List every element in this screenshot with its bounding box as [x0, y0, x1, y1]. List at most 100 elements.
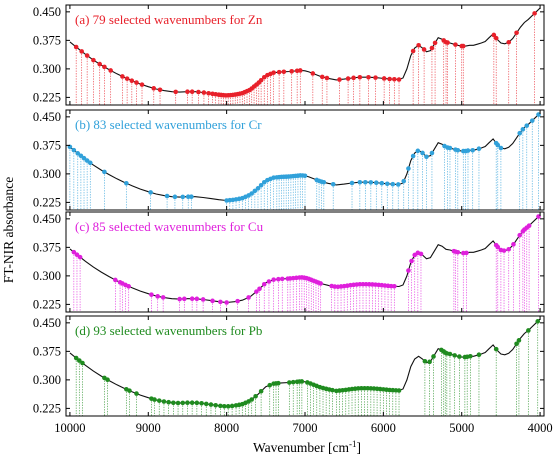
selected-point: [189, 400, 195, 405]
panel-title: (b) 83 selected wavenumbers for Cr: [75, 117, 262, 132]
selected-point: [511, 242, 516, 247]
selected-point: [379, 180, 385, 186]
panel-1: 0.225 0.300 0.375 0.450 (b) 83 selected wave…: [33, 109, 545, 211]
selected-point: [252, 188, 258, 194]
panel-2: 0.225 0.300 0.375 0.450 (c) 85 selected wave…: [33, 211, 545, 313]
x-axis-title-unit-exponent: -1: [349, 439, 357, 449]
selected-point: [276, 69, 282, 75]
selected-point: [392, 76, 397, 82]
panel-title: (a) 79 selected wavenumbers for Zn: [75, 12, 263, 27]
selected-point: [415, 148, 421, 154]
selected-point: [255, 186, 261, 191]
selected-point: [208, 402, 214, 407]
selected-point: [384, 181, 390, 187]
selected-point: [108, 68, 113, 73]
selected-point: [229, 403, 235, 409]
panel-3: 0.225 0.300 0.375 0.450 (d) 93 selected wave…: [33, 315, 545, 417]
y-tick-label: 0.300: [33, 62, 61, 76]
selected-point: [194, 400, 200, 406]
selected-point: [124, 181, 129, 186]
y-tick-label: 0.450: [33, 110, 61, 124]
selected-point: [421, 47, 427, 52]
selected-point: [203, 401, 209, 407]
selected-point: [290, 379, 296, 385]
selected-point: [180, 400, 186, 406]
selected-point: [396, 77, 402, 82]
selected-point: [253, 393, 258, 399]
panel-title: (c) 85 selected wavenumbers for Cu: [75, 219, 264, 234]
selected-point: [185, 400, 190, 405]
selected-point: [468, 354, 473, 359]
selected-point: [134, 391, 139, 396]
selected-point: [501, 248, 507, 253]
selected-point: [289, 69, 294, 74]
y-tick-label: 0.375: [33, 138, 61, 152]
selected-point: [221, 403, 227, 409]
selected-point: [491, 32, 497, 38]
selected-point: [171, 400, 176, 406]
x-tick-label: 9000: [136, 421, 161, 435]
selected-point: [345, 76, 351, 81]
selected-point: [493, 346, 499, 352]
selected-point: [77, 254, 83, 260]
selected-point: [447, 351, 453, 357]
selected-point: [381, 76, 387, 81]
x-tick-label: 10000: [54, 421, 85, 435]
selected-point: [524, 123, 530, 128]
selected-point: [457, 354, 462, 359]
selected-point: [409, 258, 414, 264]
selected-point: [79, 49, 84, 54]
selected-point: [156, 398, 162, 403]
selected-point: [71, 249, 77, 255]
x-tick-label: 4000: [528, 421, 553, 435]
selected-point: [257, 286, 262, 292]
selected-point: [276, 380, 281, 386]
selected-point: [529, 118, 535, 123]
selected-point: [271, 70, 276, 75]
selected-point: [526, 328, 531, 333]
selected-point: [164, 193, 170, 199]
selected-point: [200, 297, 206, 302]
selected-point: [390, 181, 396, 187]
y-tick-label: 0.225: [33, 401, 61, 415]
selected-point: [185, 89, 190, 94]
selected-point: [134, 80, 139, 85]
selected-point: [287, 380, 292, 385]
y-tick-label: 0.375: [33, 344, 61, 358]
selected-point: [330, 387, 335, 393]
selected-point: [97, 61, 102, 67]
selected-point: [261, 281, 267, 287]
selected-point: [357, 179, 363, 185]
selected-point: [105, 377, 110, 383]
selected-point: [470, 148, 475, 153]
selected-point: [498, 145, 504, 151]
selected-point: [225, 404, 231, 409]
selected-point: [267, 382, 273, 388]
selected-point: [455, 148, 461, 153]
selected-point: [218, 299, 223, 305]
selected-point: [201, 90, 207, 95]
selected-point: [102, 169, 107, 175]
selected-point: [206, 90, 211, 96]
selected-point: [148, 190, 153, 195]
selected-point: [258, 388, 264, 394]
selected-point: [351, 75, 356, 81]
selected-point: [189, 296, 195, 301]
selected-point: [297, 68, 303, 73]
selected-point: [374, 180, 379, 185]
selected-point: [495, 244, 501, 250]
selected-point: [476, 352, 482, 358]
selected-point: [526, 223, 532, 228]
selected-point: [71, 147, 77, 153]
selected-point: [357, 74, 363, 80]
selected-point: [464, 250, 469, 256]
x-tick-label: 6000: [371, 421, 396, 435]
selected-point: [78, 153, 84, 159]
selected-point: [91, 57, 96, 63]
selected-point: [299, 379, 305, 384]
selected-point: [310, 71, 316, 76]
selected-point: [514, 30, 519, 36]
selected-point: [516, 338, 522, 343]
selected-point: [173, 89, 179, 95]
selected-point: [189, 89, 195, 94]
